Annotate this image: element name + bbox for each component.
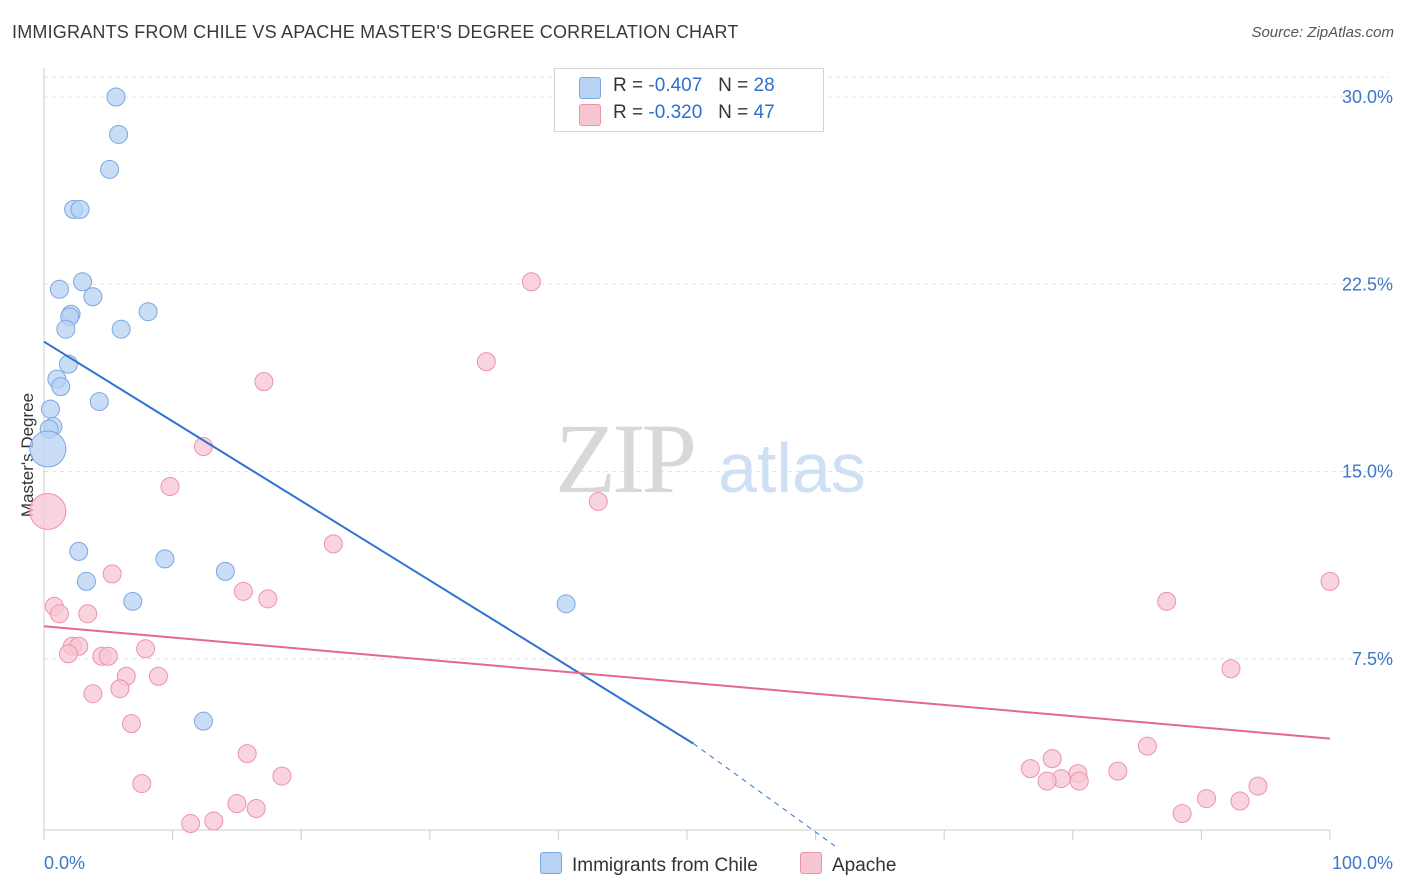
point-apache <box>1137 736 1157 756</box>
point-apache <box>204 811 224 831</box>
point-chile <box>83 287 103 307</box>
point-apache <box>160 476 180 496</box>
legend-n-value: 28 <box>753 75 775 96</box>
point-chile <box>73 272 93 292</box>
point-apache <box>521 272 541 292</box>
point-apache <box>323 534 343 554</box>
point-apache <box>1157 591 1177 611</box>
y-tick-label: 15.0% <box>1342 462 1393 482</box>
point-chile <box>40 399 60 419</box>
point-apache <box>1069 771 1089 791</box>
legend-n-label: N = <box>718 75 749 96</box>
point-chile <box>100 159 120 179</box>
legend-r-value: -0.407 <box>648 75 703 96</box>
grid <box>44 76 1390 660</box>
legend-n-label: N = <box>718 102 749 123</box>
point-apache <box>258 589 278 609</box>
point-chile <box>29 430 67 468</box>
bottom-legend-chile: Immigrants from Chile <box>540 852 758 877</box>
point-apache <box>1108 761 1128 781</box>
legend-r-label: R = <box>613 75 644 96</box>
x-tick-labels: 0.0% 100.0% <box>44 853 1393 873</box>
watermark: ZIP atlas <box>555 403 866 514</box>
bottom-legend-label-apache: Apache <box>832 855 897 876</box>
y-tick-label: 30.0% <box>1342 87 1393 107</box>
point-chile <box>106 87 126 107</box>
point-chile <box>56 319 76 339</box>
legend-r-label: R = <box>613 102 644 123</box>
point-apache <box>181 814 201 834</box>
legend-swatch-apache <box>579 104 601 126</box>
point-chile <box>69 541 89 561</box>
point-apache <box>272 766 292 786</box>
point-apache <box>1172 804 1192 824</box>
point-apache <box>58 644 78 664</box>
point-apache <box>1248 776 1268 796</box>
point-chile <box>49 279 69 299</box>
point-chile <box>111 319 131 339</box>
points <box>29 87 1340 834</box>
source-label: Source: ZipAtlas.com <box>1251 24 1394 41</box>
point-apache <box>132 774 152 794</box>
point-chile <box>76 571 96 591</box>
trend-line-chile <box>43 340 694 745</box>
trend-lines <box>43 340 1331 847</box>
trend-line-apache <box>43 625 1331 740</box>
y-tick-label: 22.5% <box>1342 274 1393 294</box>
point-apache <box>1037 771 1057 791</box>
point-chile <box>123 591 143 611</box>
point-chile <box>109 124 129 144</box>
point-chile <box>70 199 90 219</box>
point-apache <box>1320 571 1340 591</box>
point-chile <box>155 549 175 569</box>
point-apache <box>136 639 156 659</box>
point-chile <box>556 594 576 614</box>
legend-n-value: 47 <box>753 102 775 123</box>
point-chile <box>215 561 235 581</box>
point-apache <box>246 799 266 819</box>
trend-extension-chile <box>693 743 836 847</box>
point-apache <box>121 714 141 734</box>
point-apache <box>237 744 257 764</box>
point-apache <box>227 794 247 814</box>
point-apache <box>588 491 608 511</box>
stats-legend: R = -0.407 N = 28 R = -0.320 N = 47 <box>554 68 824 132</box>
point-apache <box>148 666 168 686</box>
point-apache <box>29 492 67 530</box>
point-apache <box>83 684 103 704</box>
point-apache <box>1230 791 1250 811</box>
point-chile <box>51 377 71 397</box>
x-tick-label: 100.0% <box>1332 853 1393 873</box>
legend-swatch-chile <box>579 77 601 99</box>
point-apache <box>1197 789 1217 809</box>
point-apache <box>1221 659 1241 679</box>
point-apache <box>1042 749 1062 769</box>
watermark-atlas: atlas <box>718 429 866 507</box>
y-tick-label: 7.5% <box>1352 649 1393 669</box>
point-apache <box>49 604 69 624</box>
legend-r-value: -0.320 <box>648 102 703 123</box>
point-apache <box>1020 759 1040 779</box>
bottom-legend-swatch-chile <box>540 852 562 874</box>
bottom-legend-label-chile: Immigrants from Chile <box>572 855 758 876</box>
point-chile <box>138 302 158 322</box>
bottom-legend-swatch-apache <box>800 852 822 874</box>
point-apache <box>233 581 253 601</box>
point-apache <box>78 604 98 624</box>
point-apache <box>102 564 122 584</box>
point-apache <box>476 352 496 372</box>
point-apache <box>254 372 274 392</box>
point-apache <box>110 679 130 699</box>
point-chile <box>193 711 213 731</box>
point-chile <box>89 392 109 412</box>
y-tick-labels: 7.5% 15.0% 22.5% 30.0% <box>1342 87 1393 669</box>
bottom-legend-apache: Apache <box>800 852 896 877</box>
x-tick-label: 0.0% <box>44 853 85 873</box>
chart-title: IMMIGRANTS FROM CHILE VS APACHE MASTER'S… <box>12 22 739 42</box>
watermark-zip: ZIP <box>555 403 693 514</box>
point-apache <box>98 646 118 666</box>
